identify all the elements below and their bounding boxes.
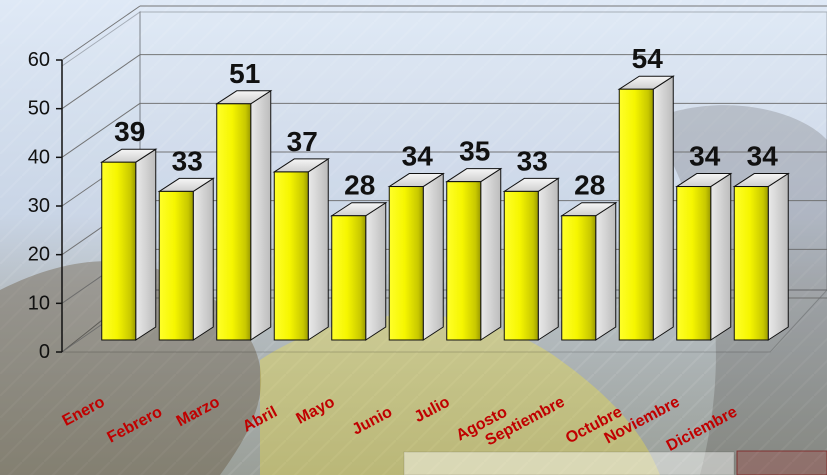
bar-side xyxy=(652,75,674,341)
bar-febrero xyxy=(157,177,215,341)
bar-front xyxy=(158,190,194,341)
bar-side xyxy=(135,148,157,341)
bar-side xyxy=(710,172,732,341)
bar-side xyxy=(767,172,789,341)
value-label: 34 xyxy=(747,141,779,172)
bar-side xyxy=(537,177,559,341)
bar-mayo xyxy=(330,201,388,341)
bar-side xyxy=(250,89,272,341)
background-panel xyxy=(403,451,735,475)
background-red-box xyxy=(736,450,827,475)
bar-junio xyxy=(387,172,445,341)
value-label: 34 xyxy=(689,141,721,172)
value-labels-layer: 39 33 51 37 28 34 35 33 28 54 34 34 xyxy=(114,43,778,201)
bar-enero xyxy=(100,148,158,341)
value-label: 39 xyxy=(114,116,145,147)
bar-front xyxy=(101,161,137,341)
y-tick-label: 10 xyxy=(28,292,50,314)
value-label: 35 xyxy=(459,136,490,167)
y-axis: 0 10 20 30 40 50 60 xyxy=(28,49,63,363)
bar-front xyxy=(388,186,424,341)
bar-front xyxy=(561,215,597,341)
bar-octubre xyxy=(617,75,675,341)
y-tick-label: 20 xyxy=(28,244,50,266)
bar-front xyxy=(273,171,309,341)
bar-noviembre xyxy=(675,172,733,341)
grid-diagonal xyxy=(61,5,141,61)
bar-front xyxy=(446,181,482,341)
value-label: 37 xyxy=(287,126,318,157)
bar-front xyxy=(676,186,712,341)
bar-marzo xyxy=(215,89,273,341)
bar-side xyxy=(422,172,444,341)
value-label: 34 xyxy=(402,141,434,172)
y-tick-label: 30 xyxy=(28,195,50,217)
bars-layer xyxy=(100,75,790,341)
bar-side xyxy=(192,177,214,341)
bar-front xyxy=(503,190,539,341)
bar-julio xyxy=(445,167,503,341)
y-tick-label: 60 xyxy=(28,49,50,71)
bar-front xyxy=(216,103,252,341)
bar-front xyxy=(733,186,769,341)
grid-diagonal xyxy=(61,102,141,158)
bar-side xyxy=(307,158,329,341)
bar-side xyxy=(480,167,502,341)
bar-front xyxy=(331,215,367,341)
grid-diagonal xyxy=(61,54,141,110)
bar-side xyxy=(595,201,617,341)
value-label: 33 xyxy=(517,145,548,176)
bar-front xyxy=(618,88,654,341)
y-tick-label: 50 xyxy=(28,98,50,120)
y-tick-label: 0 xyxy=(39,341,50,363)
value-label: 28 xyxy=(344,170,375,201)
bar-diciembre xyxy=(732,172,790,341)
bar-septiembre xyxy=(560,201,618,341)
y-tick-label: 40 xyxy=(28,146,50,168)
background-yellow-shape xyxy=(260,315,660,475)
value-label: 33 xyxy=(172,145,203,176)
value-label: 28 xyxy=(574,170,605,201)
value-label: 51 xyxy=(229,58,260,89)
value-label: 54 xyxy=(632,43,664,74)
bar-agosto xyxy=(502,177,560,341)
bar-abril xyxy=(272,158,330,341)
bar-side xyxy=(365,201,387,341)
